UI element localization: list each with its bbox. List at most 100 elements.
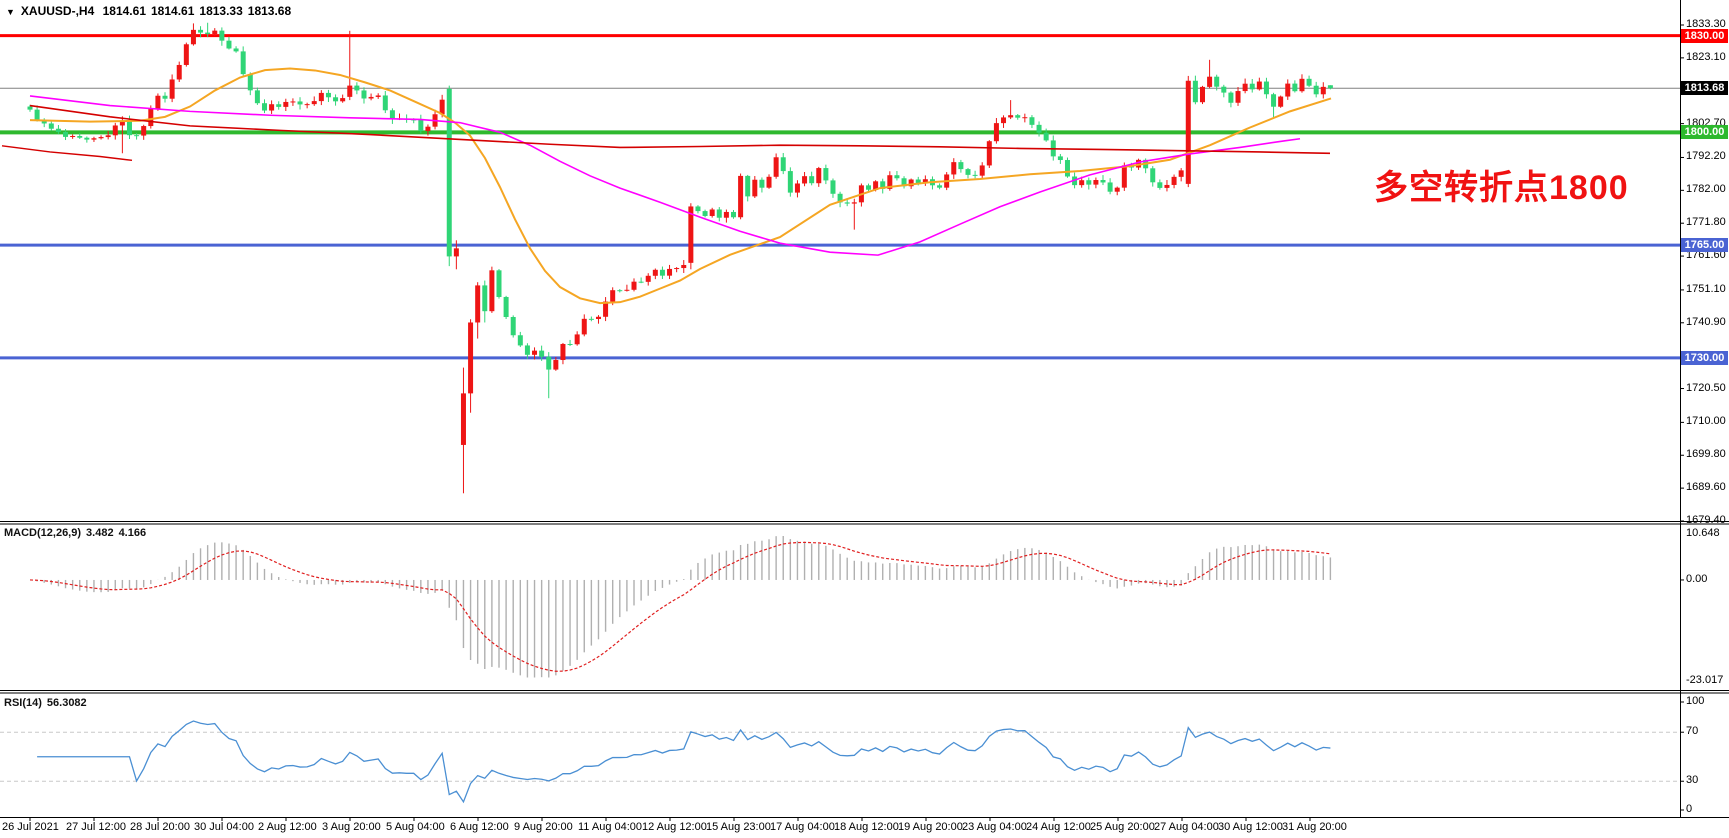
candle-body bbox=[1320, 86, 1326, 95]
candle-body bbox=[475, 285, 481, 323]
price-tick-label: 1679.40 bbox=[1686, 514, 1726, 526]
candle-body bbox=[148, 108, 154, 127]
candle-body bbox=[844, 202, 850, 204]
candle-body bbox=[645, 275, 651, 282]
candle-body bbox=[730, 211, 736, 218]
candle-body bbox=[283, 101, 289, 107]
candle-body bbox=[1178, 170, 1184, 177]
candle-body bbox=[780, 157, 786, 172]
candle-body bbox=[1235, 91, 1241, 103]
symbol-dropdown-icon[interactable]: ▼ bbox=[6, 7, 15, 17]
candle-body bbox=[681, 264, 687, 269]
candle-body bbox=[489, 270, 495, 312]
candle-body bbox=[155, 95, 161, 109]
macd-scale-bottom: -23.017 bbox=[1686, 674, 1724, 686]
candle-body bbox=[624, 289, 630, 291]
ma-line-orange bbox=[29, 67, 1332, 305]
candle-body bbox=[1256, 81, 1262, 90]
candle-body bbox=[610, 290, 616, 302]
candle-body bbox=[539, 350, 545, 357]
candle-body bbox=[873, 181, 879, 190]
candle-body bbox=[1150, 168, 1156, 183]
date-tick-label: 15 Aug 23:00 bbox=[706, 821, 771, 833]
candle-body bbox=[112, 125, 118, 136]
candle-body bbox=[524, 345, 530, 355]
date-tick-label: 23 Aug 04:00 bbox=[962, 821, 1027, 833]
date-tick-label: 2 Aug 12:00 bbox=[258, 821, 317, 833]
candle-body bbox=[915, 179, 921, 184]
candle-body bbox=[887, 175, 893, 189]
candle-body bbox=[1100, 180, 1106, 183]
price-annotation-text[interactable]: 多空转折点1800 bbox=[1374, 169, 1629, 207]
candle-body bbox=[1221, 86, 1227, 93]
candle-body bbox=[816, 168, 822, 184]
candle-body bbox=[738, 175, 744, 218]
candle-body bbox=[304, 104, 310, 106]
candle-body bbox=[581, 318, 587, 335]
candle-body bbox=[1107, 182, 1113, 192]
candle-body bbox=[588, 318, 594, 320]
candle-body bbox=[48, 123, 54, 129]
macd-scale-zero: 0.00 bbox=[1686, 572, 1708, 585]
candle-body bbox=[418, 119, 424, 132]
rsi-scale-label: 0 bbox=[1686, 803, 1693, 815]
price-badge-1800.00: 1800.00 bbox=[1681, 125, 1728, 140]
candle-body bbox=[631, 281, 637, 290]
candle-body bbox=[226, 40, 232, 49]
candle-body bbox=[318, 92, 324, 102]
price-badge-1730.00: 1730.00 bbox=[1681, 350, 1728, 365]
candle-body bbox=[1292, 83, 1298, 92]
candle-body bbox=[1029, 117, 1035, 125]
date-tick-label: 28 Jul 20:00 bbox=[130, 821, 190, 833]
price-tick-label: 1751.10 bbox=[1686, 282, 1726, 295]
candle-body bbox=[63, 131, 69, 137]
rsi-scale-label: 30 bbox=[1686, 774, 1699, 787]
price-tick-label: 1720.50 bbox=[1686, 381, 1726, 394]
candle-body bbox=[901, 178, 907, 187]
candle-body bbox=[851, 202, 857, 204]
date-tick-label: 11 Aug 04:00 bbox=[578, 821, 643, 833]
candle-body bbox=[162, 95, 168, 99]
candle-body bbox=[333, 97, 339, 102]
candle-body bbox=[709, 209, 715, 216]
candle-body bbox=[503, 296, 509, 318]
candle-body bbox=[688, 206, 694, 263]
candle-body bbox=[119, 120, 125, 126]
candle-body bbox=[1057, 156, 1063, 161]
candle-body bbox=[1015, 115, 1021, 118]
candle-body bbox=[375, 95, 381, 97]
candle-body bbox=[773, 157, 779, 177]
candle-body bbox=[659, 269, 665, 276]
rsi-indicator-label: RSI(14) 56.3082 bbox=[4, 697, 92, 709]
candle-body bbox=[837, 193, 843, 203]
price-tick-label: 1792.20 bbox=[1686, 150, 1726, 163]
candle-body bbox=[325, 92, 331, 98]
candle-body bbox=[190, 29, 196, 45]
candle-body bbox=[91, 138, 97, 140]
candle-body bbox=[340, 98, 346, 102]
ma-line-red-segment bbox=[1, 145, 133, 162]
candle-body bbox=[446, 88, 452, 257]
candle-body bbox=[603, 301, 609, 317]
candle-body bbox=[1199, 86, 1205, 103]
ohlc-open: 1814.61 bbox=[102, 4, 146, 18]
candle-body bbox=[695, 206, 701, 212]
candle-body bbox=[972, 174, 978, 176]
candle-body bbox=[652, 269, 658, 276]
candle-body bbox=[958, 162, 964, 170]
price-tick-label: 1771.80 bbox=[1686, 216, 1726, 229]
date-tick-label: 3 Aug 20:00 bbox=[322, 821, 381, 833]
candle-body bbox=[1001, 117, 1007, 124]
candle-body bbox=[254, 90, 260, 104]
date-tick-label: 18 Aug 12:00 bbox=[834, 821, 899, 833]
date-tick-label: 27 Jul 12:00 bbox=[66, 821, 126, 833]
candle-body bbox=[965, 169, 971, 175]
candle-body bbox=[240, 51, 246, 75]
candle-body bbox=[823, 168, 829, 181]
candle-body bbox=[752, 179, 758, 197]
ma-line-dark-red bbox=[29, 104, 1331, 155]
ohlc-low: 1813.33 bbox=[199, 4, 243, 18]
candle-body bbox=[794, 183, 800, 193]
